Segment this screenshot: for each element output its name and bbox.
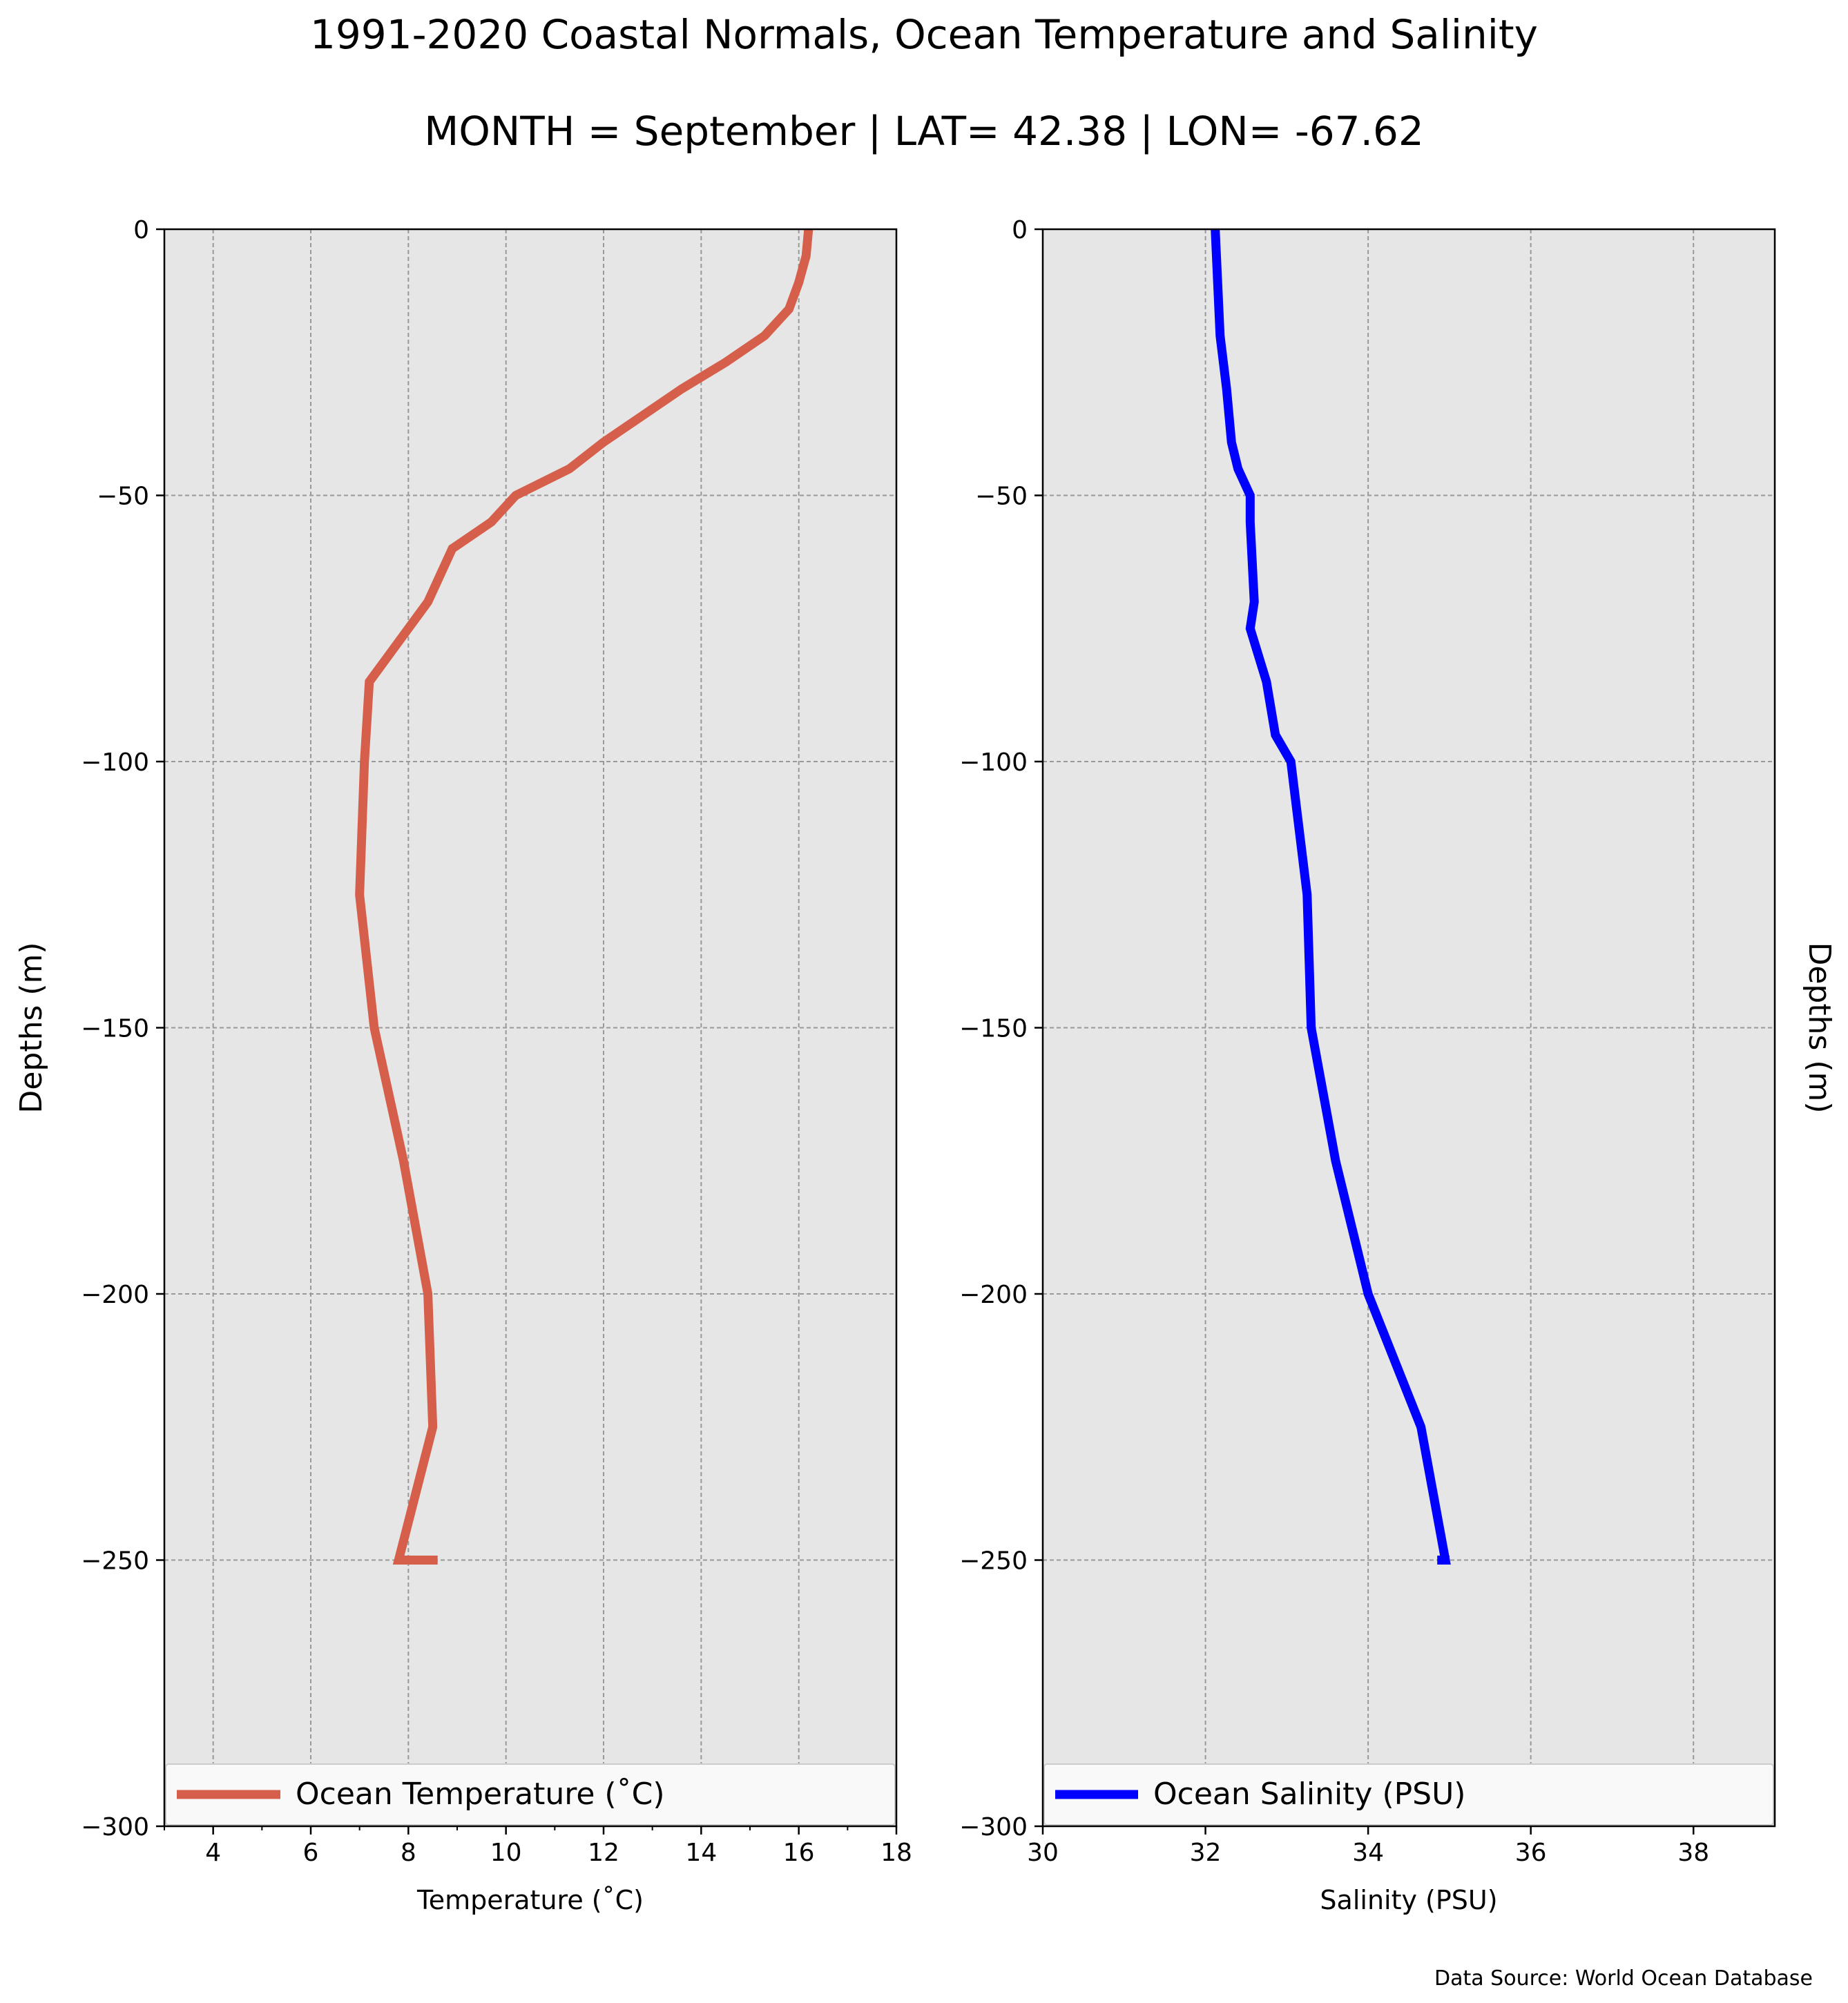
temperature-y-axis-label: Depths (m) [14, 942, 49, 1113]
temperature-x-tick-label: 10 [490, 1839, 522, 1867]
figure-title: 1991-2020 Coastal Normals, Ocean Tempera… [310, 11, 1538, 58]
salinity-y-tick-label: −250 [959, 1547, 1028, 1576]
temperature-x-tick-label: 6 [303, 1839, 319, 1867]
salinity-legend-label: Ocean Salinity (PSU) [1153, 1777, 1465, 1812]
temperature-series-line [355, 229, 814, 1565]
temperature-y-tick-label: −300 [81, 1813, 149, 1841]
salinity-y-tick-label: −150 [959, 1015, 1028, 1043]
salinity-x-tick-label: 30 [1027, 1839, 1059, 1867]
salinity-y-tick-label: −200 [959, 1281, 1028, 1309]
temperature-x-tick-label: 14 [685, 1839, 717, 1867]
source-note: Data Source: World Ocean Database [1434, 1966, 1813, 1991]
temperature-x-tick-label: 18 [880, 1839, 912, 1867]
salinity-y-tick-label: −100 [959, 748, 1028, 777]
temperature-y-tick-label: −100 [81, 748, 149, 777]
temperature-y-tick-label: −50 [97, 483, 149, 511]
temperature-x-tick-label: 16 [783, 1839, 815, 1867]
salinity-x-axis-label: Salinity (PSU) [1320, 1885, 1497, 1915]
figure-subtitle: MONTH = September | LAT= 42.38 | LON= -6… [424, 108, 1424, 155]
temperature-x-tick-label: 12 [588, 1839, 619, 1867]
temperature-panel: Ocean Temperature (˚C) 4 6 8 10 12 14 16 18 0 −50 −… [14, 216, 912, 1915]
salinity-y-tick-label: 0 [1012, 216, 1028, 244]
temperature-x-tick-label: 8 [401, 1839, 416, 1867]
temperature-y-tick-label: −250 [81, 1547, 149, 1576]
salinity-legend: Ocean Salinity (PSU) [1043, 1763, 1774, 1826]
salinity-y-axis-label: Depths (m) [1802, 942, 1837, 1113]
salinity-series-line [1211, 229, 1451, 1565]
temperature-y-tick-label: 0 [133, 216, 149, 244]
salinity-x-tick-label: 36 [1515, 1839, 1547, 1867]
salinity-x-tick-label: 38 [1677, 1839, 1709, 1867]
temperature-y-tick-label: −150 [81, 1015, 149, 1043]
temperature-x-tick-label: 4 [205, 1839, 221, 1867]
temperature-x-axis-label: Temperature (˚C) [416, 1885, 644, 1915]
salinity-y-tick-label: −300 [959, 1813, 1028, 1841]
salinity-panel: Ocean Salinity (PSU) 30 32 34 36 38 0 −50 −100 −1… [959, 216, 1837, 1915]
temperature-legend-label: Ocean Temperature (˚C) [296, 1777, 665, 1812]
salinity-y-tick-label: −50 [975, 483, 1028, 511]
temperature-legend: Ocean Temperature (˚C) [165, 1763, 896, 1826]
salinity-x-tick-label: 34 [1352, 1839, 1384, 1867]
temperature-y-tick-label: −200 [81, 1281, 149, 1309]
salinity-legend-box [1043, 1763, 1774, 1826]
temperature-legend-box [165, 1763, 896, 1826]
salinity-x-tick-label: 32 [1190, 1839, 1222, 1867]
